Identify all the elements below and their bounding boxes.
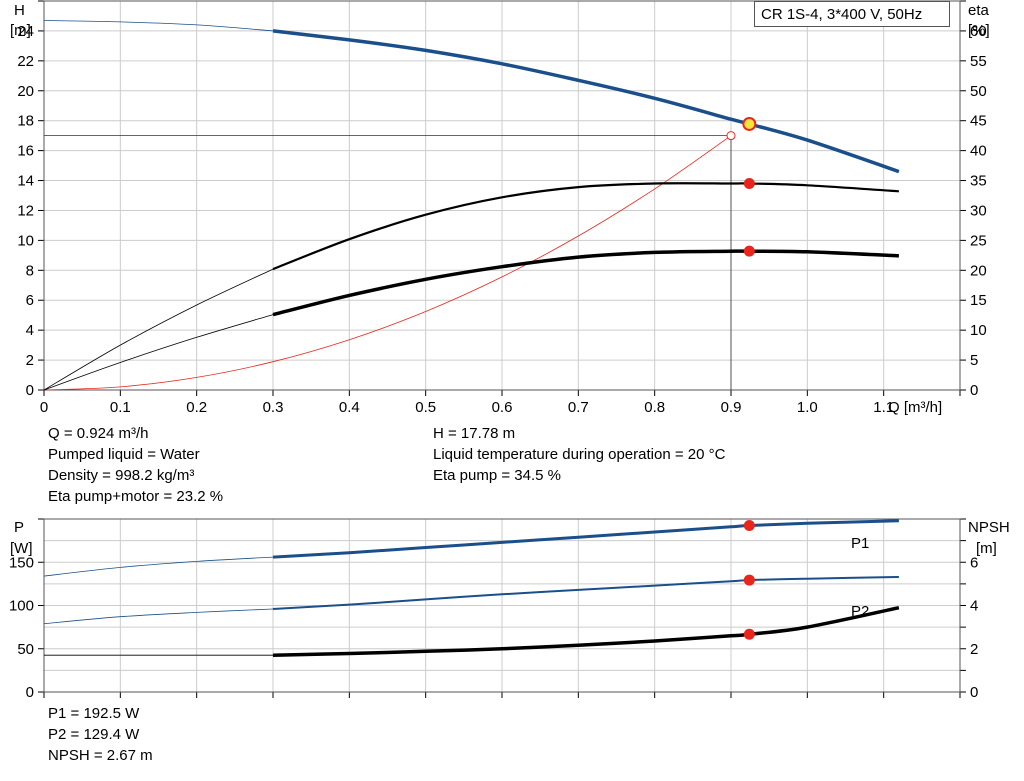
y2-tick-label: 55 — [970, 53, 987, 70]
x-tick-label: 0 — [40, 399, 48, 416]
x-tick-label: 0.4 — [339, 399, 360, 416]
info-q: Q = 0.924 m³/h — [48, 425, 149, 442]
p1-curve-label: P1 — [851, 535, 869, 552]
duty-point-p2 — [743, 574, 755, 586]
y2-tick-label: 40 — [970, 143, 987, 160]
npsh-tick-label: 2 — [970, 641, 978, 658]
y2-tick-label: 50 — [970, 83, 987, 100]
p-tick-label: 0 — [26, 684, 34, 701]
x-tick-label: 0.9 — [721, 399, 742, 416]
y-tick-label: 12 — [17, 202, 34, 219]
y-tick-label: 18 — [17, 113, 34, 130]
npsh-axis-label: NPSH — [968, 519, 1010, 536]
y2-tick-label: 35 — [970, 173, 987, 190]
chart-title: CR 1S-4, 3*400 V, 50Hz — [754, 1, 950, 27]
y-axis-label: H — [14, 2, 25, 19]
info-p1: P1 = 192.5 W — [48, 705, 140, 722]
x-tick-label: 1.1 — [873, 399, 894, 416]
p1-curve — [272, 519, 899, 559]
y2-tick-label: 30 — [970, 202, 987, 219]
duty-point-npsh — [743, 628, 755, 640]
top-chart-grid — [38, 0, 966, 396]
info-density: Density = 998.2 kg/m³ — [48, 467, 195, 484]
eta-pump-curve — [272, 182, 899, 271]
npsh-tick-label: 0 — [970, 684, 978, 701]
x-tick-label: 0.6 — [492, 399, 513, 416]
y2-axis-label: eta — [968, 2, 990, 19]
y-axis-unit: [m] — [10, 22, 31, 39]
system-point-marker — [726, 131, 736, 141]
info-temperature: Liquid temperature during operation = 20… — [433, 446, 726, 463]
y-tick-label: 14 — [17, 173, 34, 190]
duty-point-eta-pump-motor — [743, 245, 755, 257]
p1-extended — [43, 556, 274, 577]
p2-curve — [272, 576, 899, 610]
head-curve — [272, 29, 900, 174]
y2-tick-label: 45 — [970, 113, 987, 130]
duty-point-p1 — [743, 519, 755, 531]
y2-tick-label: 5 — [970, 352, 978, 369]
top-plot-frame — [43, 0, 961, 391]
eta-pump-motor-curve — [272, 249, 899, 317]
axis-labels: 0246810121416182022240510152025303540455… — [9, 2, 1010, 701]
y2-tick-label: 20 — [970, 262, 987, 279]
y-tick-label: 6 — [26, 292, 34, 309]
x-tick-label: 0.3 — [263, 399, 284, 416]
y-tick-label: 0 — [26, 382, 34, 399]
p2-curve-label: P2 — [851, 603, 869, 620]
info-eta-pump-motor: Eta pump+motor = 23.2 % — [48, 488, 224, 505]
p-axis-unit: [W] — [10, 540, 33, 557]
eta-pump-extended — [43, 268, 274, 391]
y2-axis-unit: [%] — [968, 22, 990, 39]
x-tick-label: 0.7 — [568, 399, 589, 416]
duty-point-eta-pump — [743, 178, 755, 190]
system-curve — [43, 135, 732, 391]
x-tick-label: 0.5 — [415, 399, 436, 416]
x-tick-label: 1.0 — [797, 399, 818, 416]
y2-tick-label: 0 — [970, 382, 978, 399]
duty-point-head — [742, 116, 757, 131]
y2-tick-label: 10 — [970, 322, 987, 339]
info-npsh: NPSH = 2.67 m — [48, 747, 153, 764]
head-extended — [43, 20, 274, 32]
info-liquid: Pumped liquid = Water — [48, 446, 200, 463]
y2-tick-label: 60 — [970, 23, 987, 40]
bottom-chart-grid — [38, 518, 966, 698]
y-tick-label: 2 — [26, 352, 34, 369]
npsh-tick-label: 4 — [970, 598, 978, 615]
x-tick-label: 0.1 — [110, 399, 131, 416]
p-tick-label: 150 — [9, 554, 34, 571]
info-eta-pump: Eta pump = 34.5 % — [433, 467, 561, 484]
y-tick-label: 24 — [17, 23, 34, 40]
y-tick-label: 8 — [26, 262, 34, 279]
info-h: H = 17.78 m — [433, 425, 516, 442]
p2-extended — [43, 608, 274, 625]
npsh-tick-label: 6 — [970, 554, 978, 571]
x-tick-label: 0.8 — [644, 399, 665, 416]
p-axis-label: P — [14, 519, 24, 536]
bottom-plot-frame — [43, 518, 961, 693]
p-tick-label: 50 — [17, 641, 34, 658]
y-tick-label: 16 — [17, 143, 34, 160]
curves — [43, 20, 900, 657]
eta-pump-motor-extended — [43, 314, 274, 391]
y-tick-label: 20 — [17, 83, 34, 100]
y2-tick-label: 15 — [970, 292, 987, 309]
x-tick-label: 0.2 — [186, 399, 207, 416]
info-p2: P2 = 129.4 W — [48, 726, 140, 743]
npsh-curve — [272, 605, 900, 657]
npsh-axis-unit: [m] — [976, 540, 997, 557]
p-tick-label: 100 — [9, 598, 34, 615]
y-tick-label: 22 — [17, 53, 34, 70]
x-axis-label: Q [m³/h] — [888, 399, 942, 416]
y-tick-label: 10 — [17, 232, 34, 249]
y-tick-label: 4 — [26, 322, 34, 339]
y2-tick-label: 25 — [970, 232, 987, 249]
